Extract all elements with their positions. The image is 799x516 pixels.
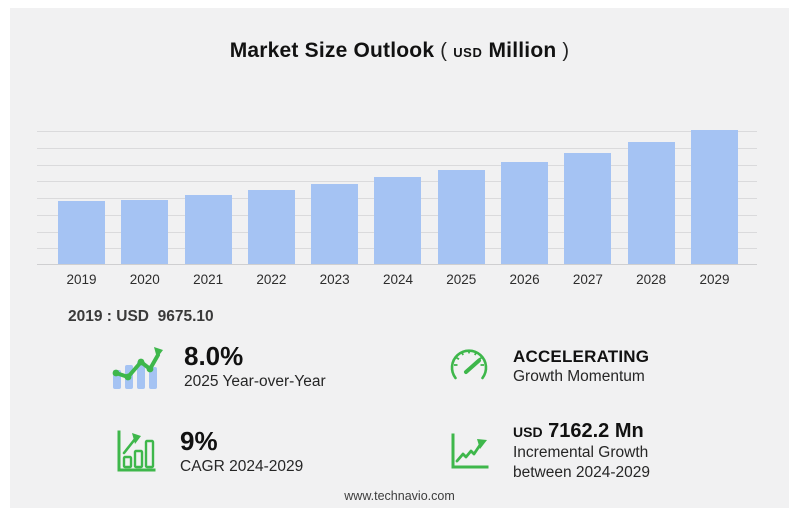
bar-2026 (501, 162, 549, 264)
growth-bars-icon (110, 427, 160, 477)
bar-chart: 2019 2020 2021 2022 2023 2024 2025 2026 2027 2028… (37, 130, 757, 287)
stat-incremental: USD 7162.2 Mn Incremental Growth between… (445, 420, 785, 483)
gridline (37, 148, 757, 149)
bar-2023 (311, 183, 359, 264)
x-label-2029: 2029 (699, 272, 730, 287)
source-url: www.technavio.com (344, 489, 455, 503)
title-unit-currency: USD (453, 45, 483, 60)
bar-2024 (374, 176, 422, 264)
title-main: Market Size Outlook (229, 39, 435, 62)
title-paren-close: ) (562, 40, 570, 62)
chart-bars (37, 130, 757, 264)
incremental-label-line2: between 2024-2029 (513, 464, 651, 482)
line-growth-icon (445, 429, 493, 475)
incremental-label-line1: Incremental Growth (513, 444, 649, 462)
x-label-2021: 2021 (193, 272, 224, 287)
momentum-value: ACCELERATING (513, 347, 650, 367)
bar-2029 (690, 130, 738, 264)
x-label-2028: 2028 (636, 272, 667, 287)
cagr-label: CAGR 2024-2029 (180, 457, 304, 475)
cagr-value: 9% (180, 425, 218, 456)
bar-2021 (184, 195, 232, 264)
title-paren-open: ( (440, 40, 448, 62)
bar-2019 (58, 200, 105, 264)
stat-momentum: ACCELERATING Growth Momentum (445, 342, 785, 392)
bar-2028 (627, 142, 675, 264)
stat-cagr: 9% CAGR 2024-2029 (110, 420, 445, 483)
stat-yoy: 8.0% 2025 Year-over-Year (110, 341, 445, 392)
infographic-card: Market Size Outlook ( USD Million ) 2019… (10, 8, 789, 508)
incremental-amount: 7162.2 Mn (548, 420, 644, 443)
incremental-value: USD 7162.2 Mn (513, 420, 650, 443)
bar-2027 (564, 153, 612, 264)
x-label-2022: 2022 (256, 272, 287, 287)
x-label-2023: 2023 (319, 272, 350, 287)
bar-chart-trend-icon (110, 343, 164, 391)
chart-plot (37, 130, 757, 265)
title-unit: Million (488, 39, 557, 62)
base-year-value: 2019 : USD 9675.10 (68, 308, 214, 325)
chart-title: Market Size Outlook ( USD Million ) (10, 8, 789, 66)
gridline (37, 131, 757, 132)
chart-x-labels: 2019 2020 2021 2022 2023 2024 2025 2026 2027 2028… (37, 272, 757, 287)
x-label-2025: 2025 (446, 272, 477, 287)
speedometer-icon (445, 346, 493, 388)
incremental-currency: USD (513, 424, 543, 441)
gridline (37, 165, 757, 166)
yoy-value: 8.0% (184, 341, 244, 371)
x-label-2019: 2019 (66, 272, 97, 287)
x-label-2026: 2026 (509, 272, 540, 287)
x-label-2020: 2020 (129, 272, 160, 287)
bar-2020 (121, 200, 169, 264)
x-label-2024: 2024 (382, 272, 413, 287)
momentum-label: Growth Momentum (513, 367, 645, 385)
bar-2022 (247, 189, 295, 264)
x-label-2027: 2027 (572, 272, 603, 287)
stats-grid: 8.0% 2025 Year-over-Year (110, 341, 789, 483)
yoy-label: 2025 Year-over-Year (184, 372, 326, 390)
bar-2025 (437, 169, 485, 264)
